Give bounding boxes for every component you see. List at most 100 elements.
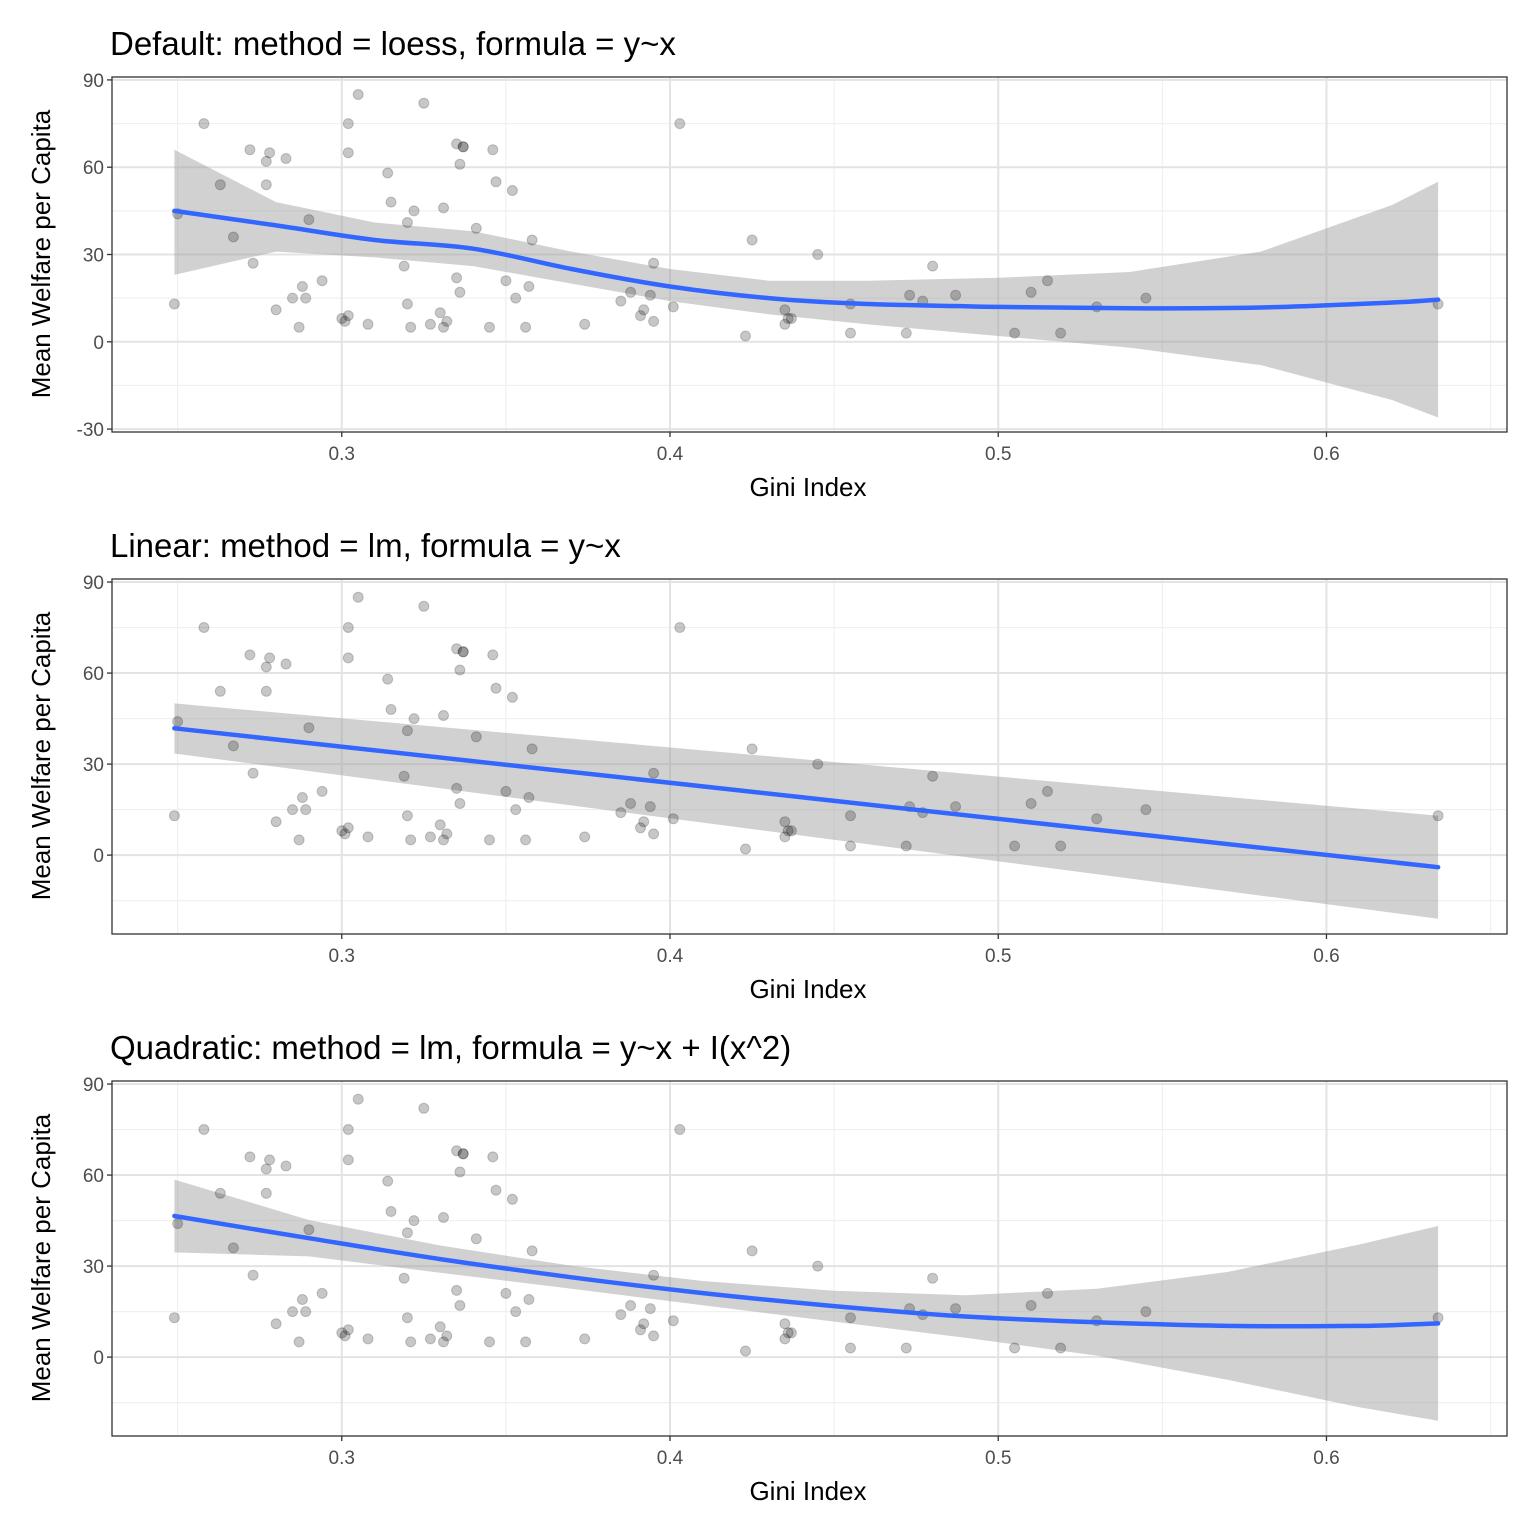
data-point (362, 1333, 374, 1345)
panel-quadratic: 0.3 0.4 0.5 0.6 0 30 60 90 Quadratic: method = l… (0, 1004, 1536, 1506)
data-point (667, 813, 679, 825)
data-point (296, 281, 308, 292)
y-tick-label: 0 (93, 333, 104, 354)
data-point (382, 673, 394, 685)
data-point (339, 315, 351, 327)
data-point (227, 231, 239, 243)
data-point (441, 828, 453, 840)
data-point (454, 798, 466, 809)
data-point (1042, 1287, 1053, 1299)
plot-layer: 0.3 0.4 0.5 0.6 0 30 60 90 (83, 573, 1508, 967)
data-point (339, 828, 351, 840)
data-point (405, 834, 417, 846)
data-point (264, 652, 276, 664)
data-point (470, 731, 482, 743)
data-point (457, 1148, 469, 1160)
x-tick-label: 0.4 (657, 444, 684, 465)
data-point (339, 1330, 351, 1342)
data-point (280, 1160, 292, 1172)
data-point (1055, 327, 1067, 339)
data-point (280, 153, 292, 164)
data-point (408, 713, 420, 725)
x-tick-label: 0.4 (657, 946, 684, 967)
data-point (625, 798, 637, 809)
x-tick-label: 0.5 (985, 1448, 1011, 1469)
data-point (270, 816, 282, 828)
data-point (470, 222, 482, 234)
data-point (336, 313, 348, 324)
data-point (1009, 1342, 1021, 1354)
data-point (434, 819, 446, 831)
y-tick-label: -30 (77, 420, 104, 441)
data-point (342, 1154, 354, 1166)
panel-loess: 0.3 0.4 0.5 0.6 -30 0 30 60 90 Default: method = … (0, 0, 1536, 502)
data-point (927, 1272, 939, 1284)
x-tick-label: 0.3 (329, 444, 355, 465)
data-point (227, 1242, 239, 1254)
data-point (500, 1287, 512, 1299)
data-point (300, 804, 312, 816)
x-tick-label: 0.6 (1313, 1448, 1339, 1469)
data-point (451, 1145, 463, 1157)
data-point (385, 1206, 397, 1217)
data-point (635, 1324, 646, 1336)
data-point (280, 658, 292, 670)
data-point (352, 1093, 364, 1105)
data-point (579, 1333, 591, 1345)
data-point (1025, 798, 1037, 809)
data-point (484, 1336, 495, 1348)
data-point (172, 716, 184, 728)
data-point (457, 1148, 469, 1160)
data-point (336, 1327, 348, 1339)
chart-loess-svg: 0.3 0.4 0.5 0.6 -30 0 30 60 90 Default: method = … (26, 25, 1508, 502)
data-point (198, 622, 210, 633)
data-point (510, 1306, 522, 1318)
data-point (1009, 327, 1021, 339)
data-point (523, 1294, 535, 1305)
data-point (401, 1312, 413, 1324)
data-point (1140, 292, 1152, 304)
data-point (579, 318, 591, 330)
data-point (579, 831, 591, 843)
data-point (484, 321, 495, 333)
data-point (300, 292, 312, 304)
y-tick-label: 30 (83, 755, 104, 776)
data-point (342, 310, 354, 322)
data-point (352, 591, 364, 603)
data-point (1042, 275, 1053, 287)
data-point (401, 298, 413, 310)
data-point (785, 313, 797, 324)
data-point (1042, 785, 1053, 797)
data-point (779, 318, 791, 330)
data-point (424, 318, 436, 330)
data-point (287, 1306, 298, 1318)
data-point (1140, 804, 1152, 816)
data-point (408, 205, 420, 217)
data-point (927, 770, 939, 782)
data-point (490, 682, 502, 694)
data-point (667, 301, 679, 313)
data-point (1025, 286, 1037, 298)
data-point (316, 275, 328, 287)
data-point (510, 804, 522, 816)
data-point (385, 704, 397, 715)
data-point (454, 664, 466, 676)
data-point (845, 1342, 856, 1354)
data-point (247, 257, 259, 269)
y-tick-label: 60 (83, 158, 104, 179)
data-point (260, 661, 272, 673)
data-point (635, 310, 646, 322)
data-point (342, 1324, 354, 1336)
y-axis-title: Mean Welfare per Capita (26, 109, 56, 398)
y-tick-label: 90 (83, 1075, 104, 1096)
data-point (526, 1245, 538, 1257)
data-point (434, 1321, 446, 1333)
data-point (484, 834, 495, 846)
data-point (457, 646, 469, 658)
data-point (1025, 1300, 1037, 1311)
data-point (523, 281, 535, 292)
data-point (244, 144, 256, 156)
data-point (438, 834, 449, 846)
data-point (667, 1315, 679, 1327)
panel-linear: 0.3 0.4 0.5 0.6 0 30 60 90 Linear: method = lm, … (0, 502, 1536, 1004)
